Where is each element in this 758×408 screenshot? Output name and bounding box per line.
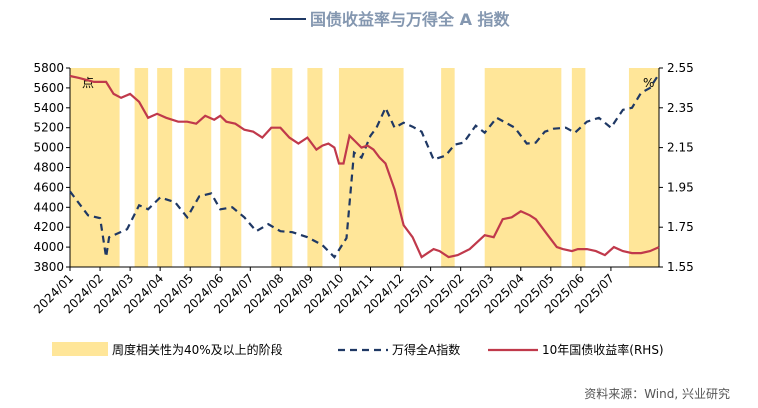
shaded-period-7 xyxy=(338,68,404,267)
shaded-period-2 xyxy=(157,68,173,267)
shaded-period-3 xyxy=(184,68,212,267)
left-tick-label: 5800 xyxy=(33,61,64,75)
right-tick-label: 1.55 xyxy=(667,260,694,274)
series-line-10y-yield xyxy=(69,74,660,259)
legend-label-yield: 10年国债收益率(RHS) xyxy=(542,342,664,357)
left-tick-label: 3800 xyxy=(33,260,64,274)
right-axis-unit: % xyxy=(643,76,654,90)
right-tick-label: 2.55 xyxy=(667,61,694,75)
left-tick-label: 4200 xyxy=(33,220,64,234)
right-tick-label: 1.75 xyxy=(667,220,694,234)
chart-title: 国债收益率与万得全 A 指数 xyxy=(310,10,510,29)
legend-label-index: 万得全A指数 xyxy=(392,342,460,357)
shaded-period-11 xyxy=(628,68,659,267)
left-tick-label: 4000 xyxy=(33,240,64,254)
shaded-period-1 xyxy=(134,68,149,267)
left-tick-label: 4800 xyxy=(33,161,64,175)
left-tick-label: 4600 xyxy=(33,180,64,194)
legend-swatch-shaded xyxy=(52,342,108,356)
source-note: 资料来源：Wind, 兴业研究 xyxy=(584,387,730,401)
left-tick-label: 5000 xyxy=(33,141,64,155)
left-tick-label: 4400 xyxy=(33,200,64,214)
right-tick-label: 1.95 xyxy=(667,180,694,194)
shaded-period-4 xyxy=(220,68,242,267)
shaded-period-6 xyxy=(307,68,323,267)
shaded-period-9 xyxy=(484,68,562,267)
shaded-period-0 xyxy=(70,68,120,267)
left-tick-label: 5600 xyxy=(33,81,64,95)
series-line-wind-a-index xyxy=(69,73,660,259)
shaded-period-10 xyxy=(571,68,586,267)
shaded-period-8 xyxy=(441,68,455,267)
right-tick-label: 2.35 xyxy=(667,101,694,115)
legend-label-shaded: 周度相关性为40%及以上的阶段 xyxy=(112,342,283,357)
right-tick-label: 2.15 xyxy=(667,141,694,155)
shaded-period-5 xyxy=(271,68,293,267)
left-tick-label: 5400 xyxy=(33,101,64,115)
left-tick-label: 5200 xyxy=(33,121,64,135)
title-accent-line xyxy=(270,18,306,20)
